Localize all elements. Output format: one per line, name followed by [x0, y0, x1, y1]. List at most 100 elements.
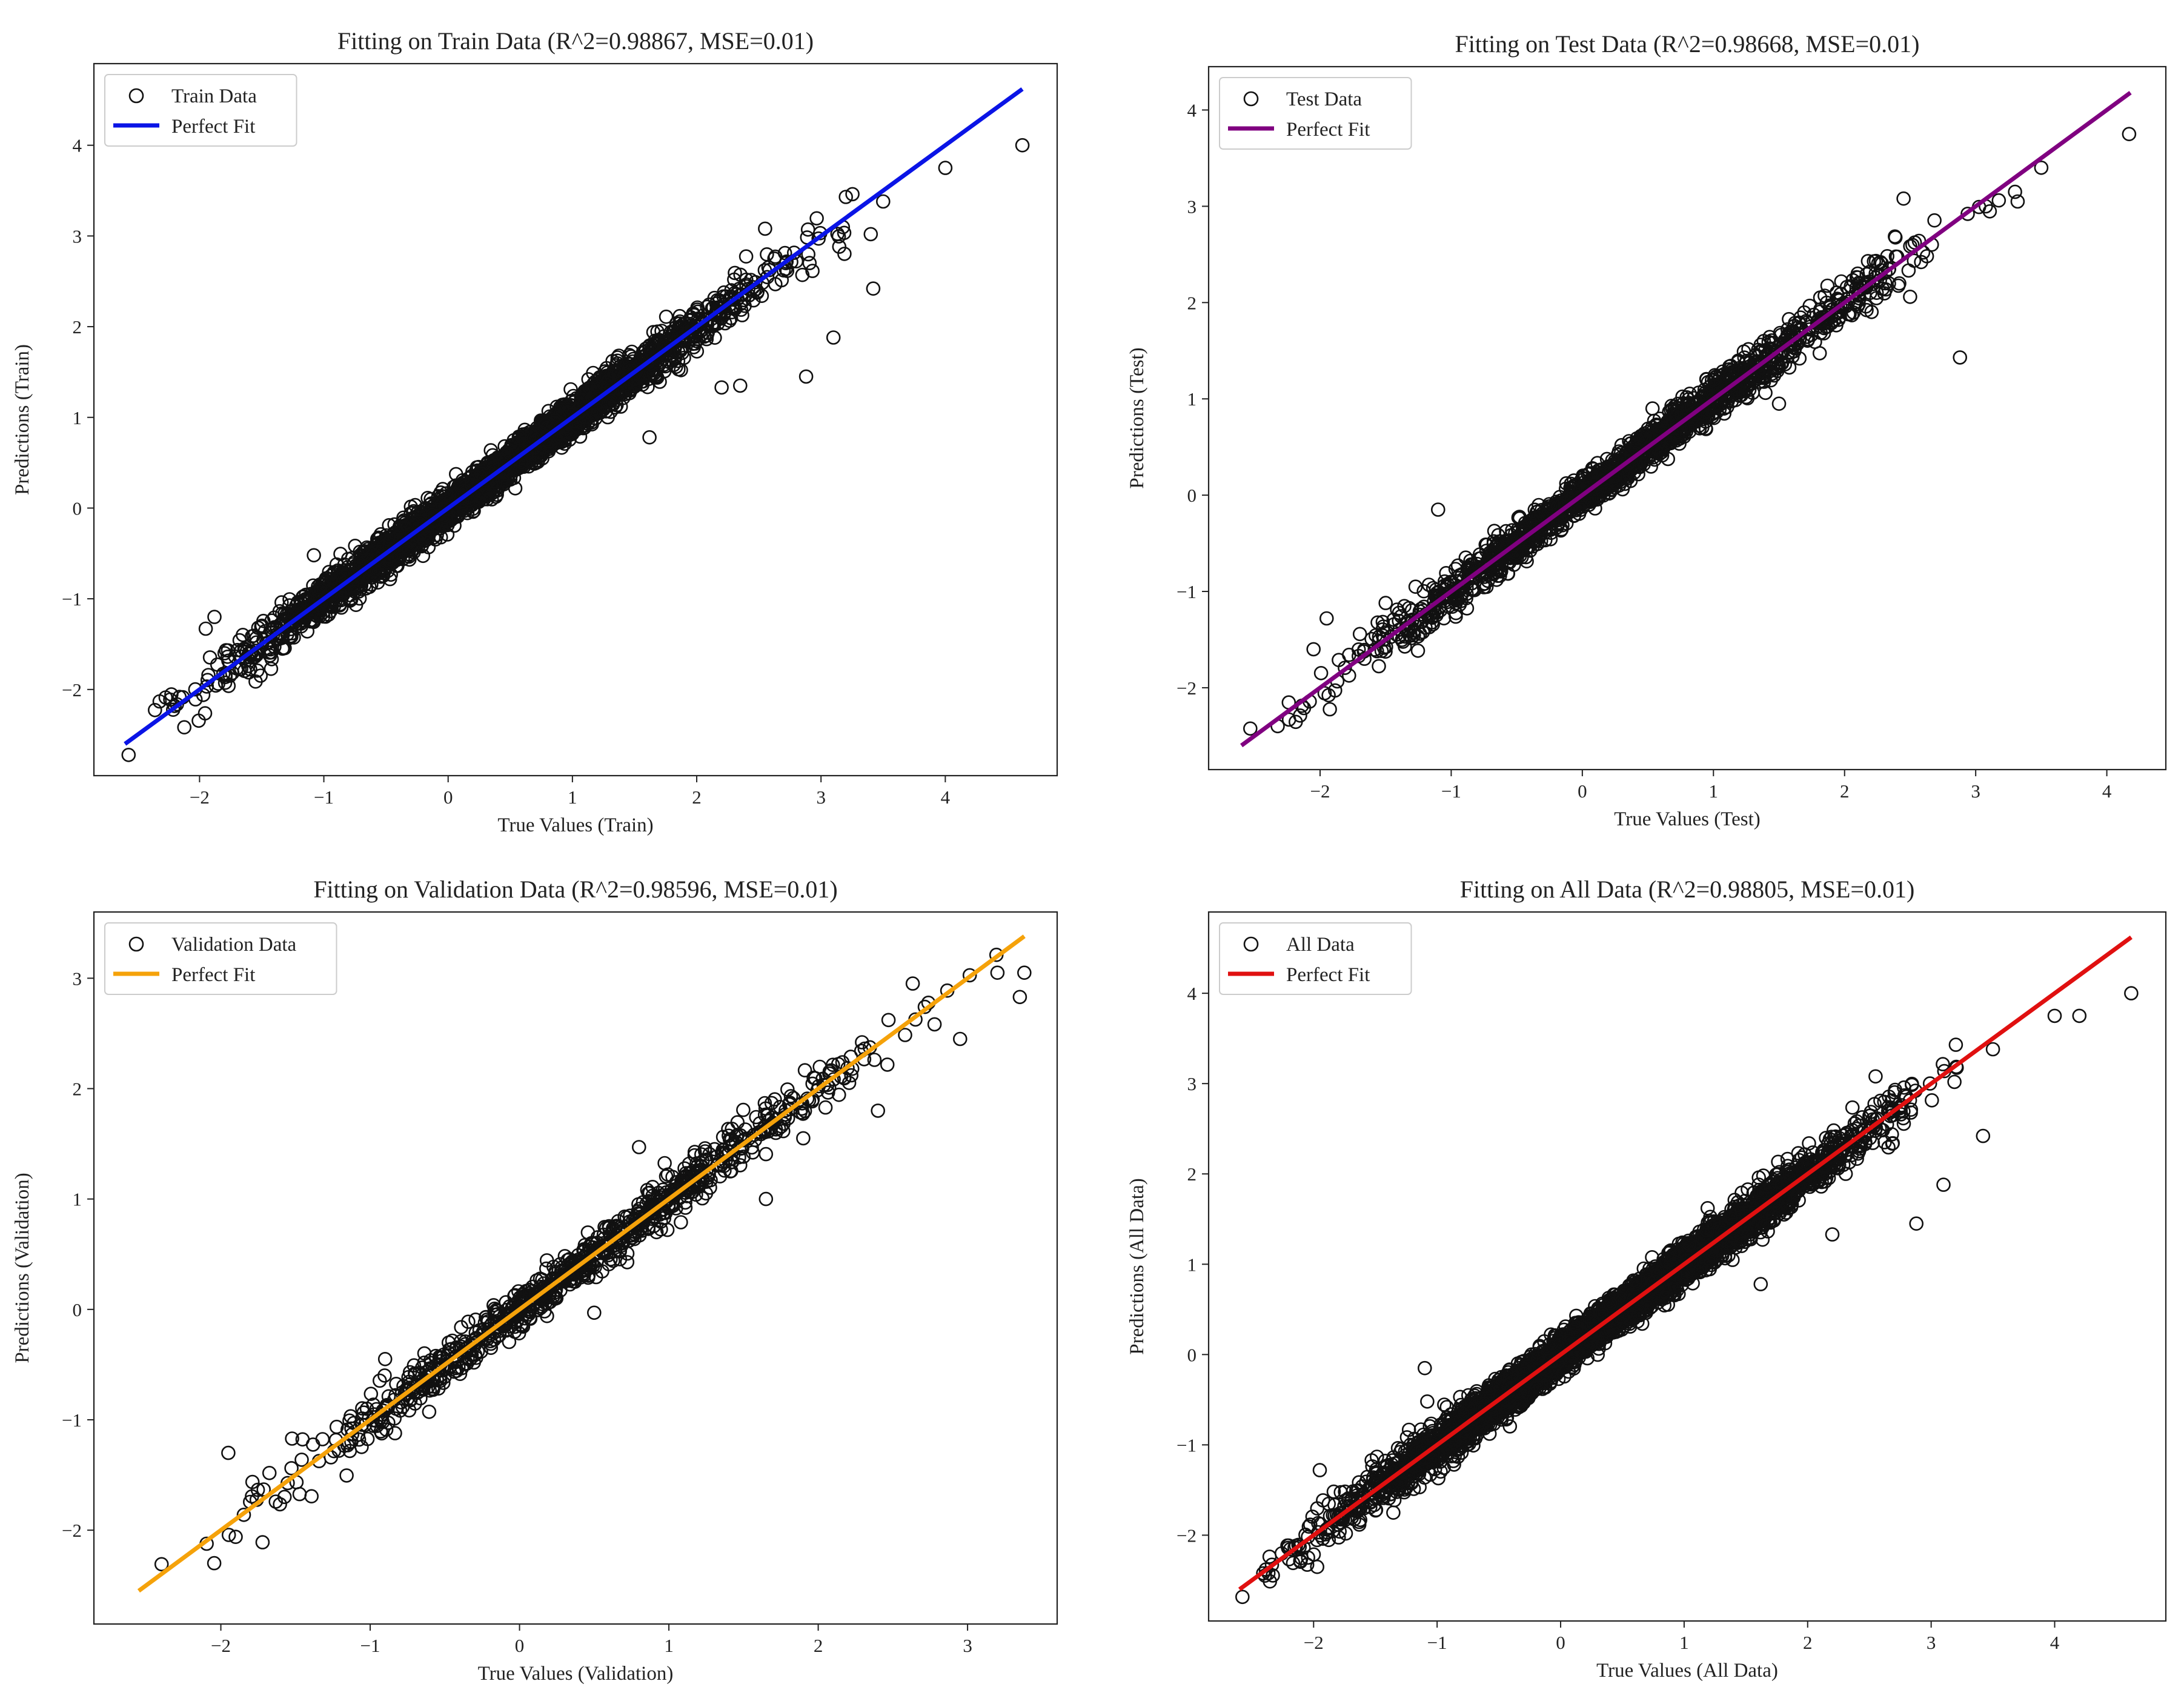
data-point — [1824, 316, 1839, 331]
data-point — [1743, 353, 1758, 368]
data-point — [1756, 369, 1770, 384]
data-point — [234, 662, 249, 676]
data-point — [800, 222, 815, 237]
data-point — [221, 679, 236, 693]
data-point — [439, 486, 454, 501]
data-point — [624, 381, 639, 396]
data-point — [1701, 374, 1716, 390]
data-point — [2010, 194, 2025, 209]
data-point — [1375, 614, 1390, 630]
data-point — [402, 549, 416, 564]
x-tick-label: 4 — [2102, 780, 2112, 802]
data-point — [317, 574, 332, 589]
data-point — [1801, 332, 1816, 347]
x-tick-label: 3 — [816, 787, 826, 808]
y-tick-label: −2 — [1177, 677, 1197, 699]
y-tick-label: −2 — [62, 679, 82, 701]
data-point — [1888, 229, 1902, 244]
subplot-1: Fitting on Train Data (R^2=0.98867, MSE=… — [12, 27, 1058, 836]
axes-frame — [93, 62, 1058, 777]
data-point — [303, 614, 318, 629]
data-point — [601, 373, 616, 388]
data-point — [1486, 567, 1501, 582]
data-point — [429, 508, 443, 523]
data-point — [538, 418, 553, 433]
data-point — [496, 477, 511, 492]
data-point — [344, 591, 359, 606]
data-point — [826, 330, 841, 345]
data-point — [838, 190, 853, 204]
data-point — [659, 309, 674, 324]
data-point — [1960, 207, 1975, 221]
data-point — [1410, 644, 1426, 658]
x-tick-label: 0 — [443, 787, 453, 808]
data-point — [1724, 394, 1739, 408]
x-tick-label: −1 — [1441, 780, 1461, 802]
data-point — [158, 690, 173, 705]
data-point — [1306, 642, 1321, 657]
data-point — [1991, 193, 2006, 208]
data-point — [642, 430, 657, 445]
data-point — [1699, 371, 1714, 387]
data-point — [1850, 266, 1865, 281]
legend-label-scatter: Train Data — [171, 85, 257, 107]
data-point — [1605, 453, 1620, 468]
data-point — [1528, 534, 1544, 549]
data-point — [1533, 533, 1548, 548]
data-point — [1820, 278, 1835, 293]
data-point — [382, 518, 397, 533]
data-point — [1431, 502, 1445, 517]
data-point — [492, 452, 507, 467]
data-point — [686, 306, 701, 321]
data-point — [283, 614, 297, 629]
data-point — [748, 275, 763, 290]
data-point — [654, 324, 669, 338]
data-point — [1892, 276, 1907, 291]
data-point — [739, 249, 754, 264]
data-point — [1436, 611, 1452, 626]
data-point — [611, 374, 626, 389]
perfect-fit-line — [124, 87, 1024, 746]
data-point — [369, 551, 384, 567]
data-point — [1670, 396, 1685, 411]
x-tick-label: 1 — [1709, 780, 1719, 802]
data-point — [299, 587, 313, 602]
data-point — [1645, 401, 1660, 416]
data-point — [832, 239, 847, 254]
data-point — [1813, 290, 1828, 305]
x-tick-label: 2 — [692, 787, 702, 808]
data-point — [1555, 518, 1570, 533]
data-point — [938, 161, 953, 175]
data-point — [1927, 213, 1942, 228]
data-point — [1378, 644, 1393, 659]
data-point — [1732, 361, 1747, 376]
data-point — [1822, 305, 1836, 320]
data-point — [714, 380, 729, 395]
data-point — [2008, 184, 2022, 199]
data-point — [1850, 270, 1865, 285]
x-axis-label: True Values (Train) — [497, 814, 653, 836]
data-point — [801, 247, 815, 262]
data-point — [1771, 396, 1787, 411]
data-point — [1808, 334, 1822, 350]
data-point — [386, 527, 401, 542]
x-tick-label: 3 — [1971, 780, 1980, 802]
data-point — [1567, 473, 1581, 488]
data-point — [1839, 279, 1854, 295]
chart-title: Fitting on Train Data (R^2=0.98867, MSE=… — [337, 27, 814, 55]
x-tick-label: 4 — [941, 787, 951, 808]
data-point — [1323, 702, 1337, 717]
data-point — [689, 333, 704, 348]
data-point — [1838, 296, 1853, 311]
data-point — [198, 621, 213, 636]
data-point — [728, 265, 742, 281]
y-tick-label: 4 — [73, 135, 82, 156]
data-point — [217, 646, 232, 661]
data-point — [1372, 659, 1386, 674]
data-point — [528, 455, 543, 470]
data-point — [708, 308, 722, 322]
data-point — [1591, 489, 1605, 504]
data-point — [539, 416, 554, 431]
data-point — [250, 663, 265, 678]
